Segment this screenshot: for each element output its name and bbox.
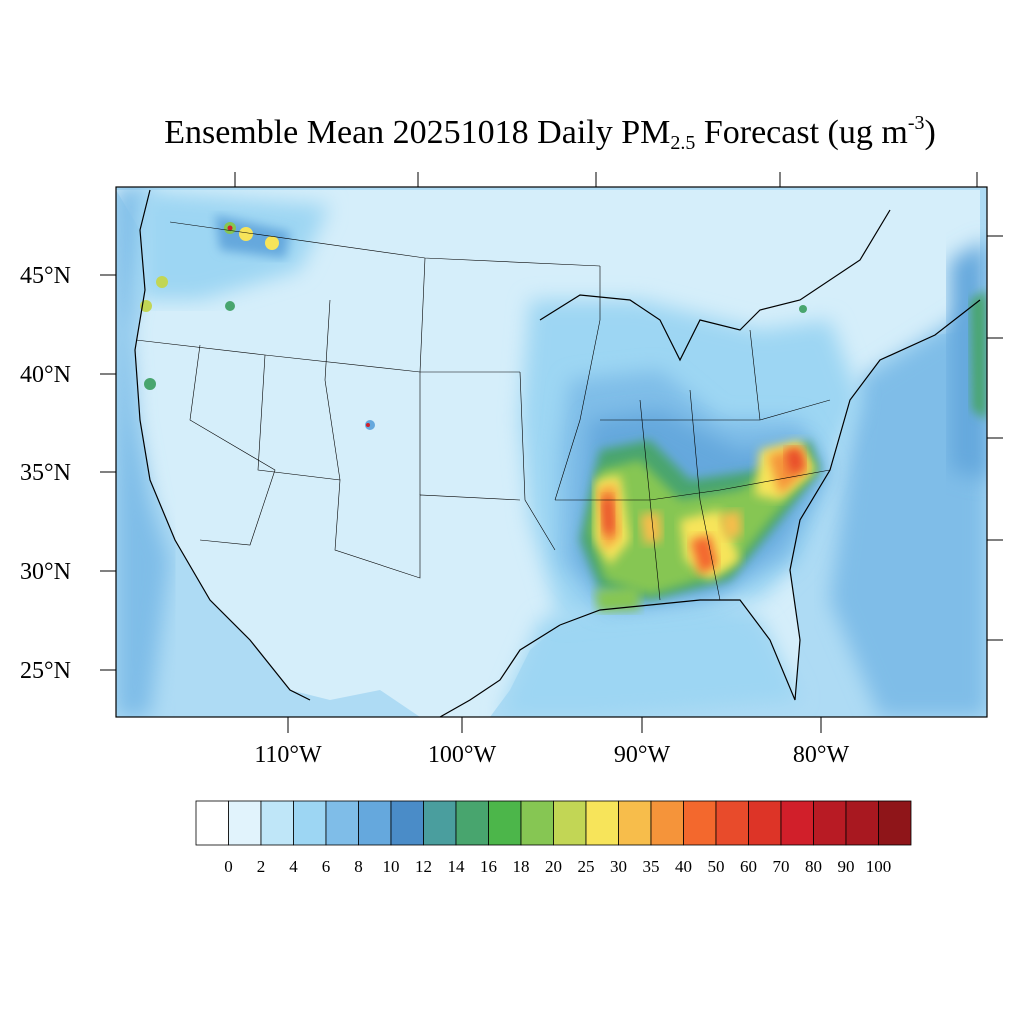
- colorbar-swatch: [618, 800, 652, 846]
- colorbar-label: 10: [383, 857, 400, 876]
- colorbar-swatch: [813, 800, 847, 846]
- colorbar-label: 4: [289, 857, 298, 876]
- colorbar-swatch: [228, 800, 262, 846]
- lat-label-30: 30°N: [20, 559, 71, 585]
- colorbar-swatch: [325, 800, 359, 846]
- colorbar-label: 35: [643, 857, 660, 876]
- colorbar-swatch: [715, 800, 749, 846]
- colorbar-label: 8: [354, 857, 363, 876]
- colorbar-swatch: [358, 800, 392, 846]
- lon-label-100w: 100°W: [428, 742, 497, 768]
- colorbar-label: 90: [838, 857, 855, 876]
- colorbar-swatch: [455, 800, 489, 846]
- colorbar-label: 6: [322, 857, 331, 876]
- colorbar-swatch: [423, 800, 457, 846]
- colorbar-swatch: [488, 800, 522, 846]
- colorbar-label: 40: [675, 857, 692, 876]
- lon-label-90w: 90°W: [614, 742, 671, 768]
- axis-ticks: [100, 172, 1003, 733]
- colorbar-label: 16: [480, 857, 497, 876]
- colorbar-swatch: [878, 800, 912, 846]
- colorbar-swatch: [293, 800, 327, 846]
- colorbar-label: 80: [805, 857, 822, 876]
- colorbar-label: 25: [578, 857, 595, 876]
- colorbar-label: 100: [866, 857, 892, 876]
- lat-label-40: 40°N: [20, 362, 71, 388]
- colorbar-swatch: [260, 800, 294, 846]
- lat-label-45: 45°N: [20, 263, 71, 289]
- title-suffix: ): [924, 114, 936, 151]
- title-subscript: 2.5: [670, 132, 696, 154]
- colorbar-label: 60: [740, 857, 757, 876]
- lat-label-25: 25°N: [20, 658, 71, 684]
- title-superscript: -3: [907, 112, 925, 134]
- colorbar-label: 14: [448, 857, 466, 876]
- colorbar-label: 70: [773, 857, 790, 876]
- boundary-lines: [134, 189, 981, 717]
- colorbar-swatch: [748, 800, 782, 846]
- lon-label-80w: 80°W: [793, 742, 850, 768]
- colorbar-swatch: [390, 800, 424, 846]
- title-prefix: Ensemble Mean 20251018 Daily PM: [164, 114, 671, 151]
- colorbar-label: 0: [224, 857, 233, 876]
- colorbar-swatch: [845, 800, 879, 846]
- colorbar-label: 50: [708, 857, 725, 876]
- concentration-field: [116, 187, 987, 717]
- colorbar-label: 18: [513, 857, 530, 876]
- colorbar-label: 2: [257, 857, 266, 876]
- colorbar-label: 20: [545, 857, 562, 876]
- colorbar-swatch: [780, 800, 814, 846]
- colorbar: 0 2 4 6 8 10 12 14 16 18 20 25 30 35 40 50 60 70 80 90 100: [195, 800, 912, 876]
- colorbar-swatch: [553, 800, 587, 846]
- colorbar-swatch: [585, 800, 619, 846]
- colorbar-swatch: [195, 800, 229, 846]
- map-title: Ensemble Mean 20251018 Daily PM2.5 Forec…: [0, 112, 1024, 155]
- map-frame: [115, 186, 988, 718]
- colorbar-swatch: [520, 800, 554, 846]
- lat-label-35: 35°N: [20, 460, 71, 486]
- colorbar-swatch: [650, 800, 684, 846]
- title-middle: Forecast (ug m: [695, 114, 908, 151]
- lon-label-110w: 110°W: [254, 742, 322, 768]
- colorbar-swatch: [683, 800, 717, 846]
- colorbar-label: 12: [415, 857, 432, 876]
- colorbar-label: 30: [610, 857, 627, 876]
